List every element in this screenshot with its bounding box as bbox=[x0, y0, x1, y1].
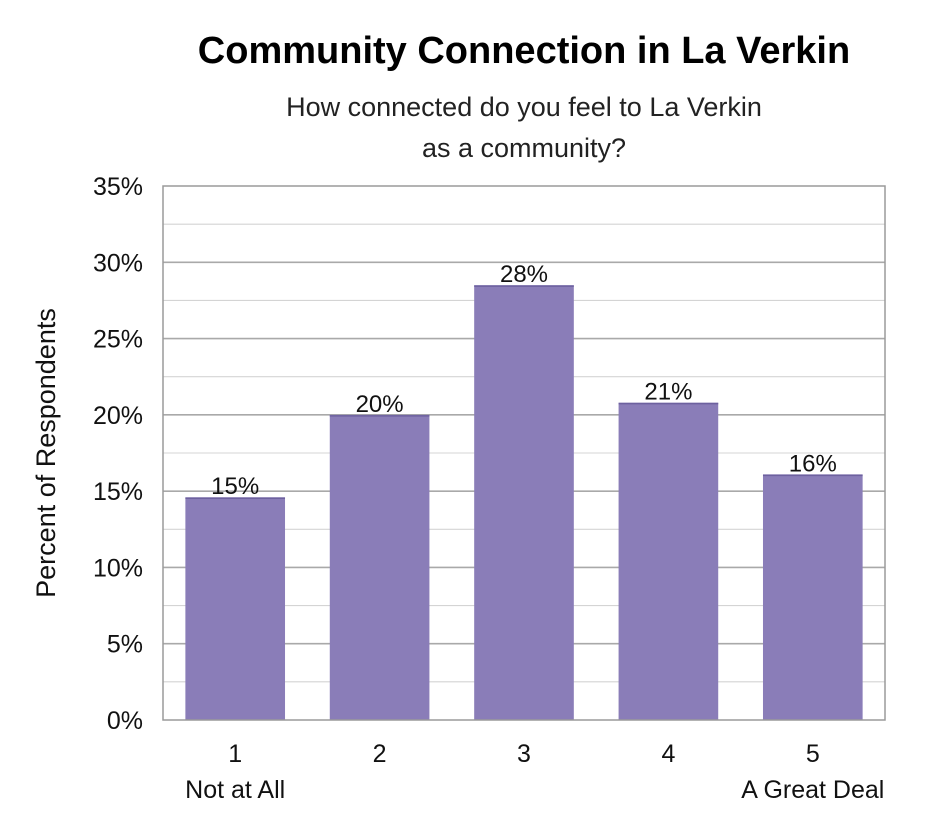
y-tick-label: 5% bbox=[107, 631, 143, 659]
chart-subtitle-line-2: as a community? bbox=[422, 133, 626, 163]
bars bbox=[185, 285, 863, 720]
y-tick-label: 20% bbox=[93, 402, 143, 430]
data-label: 28% bbox=[500, 261, 548, 288]
y-tick-label: 25% bbox=[93, 326, 143, 354]
x-tick-label: 1 bbox=[228, 740, 242, 768]
chart-title: Community Connection in La Verkin bbox=[198, 30, 850, 72]
x-tick-label: 2 bbox=[373, 740, 387, 768]
data-labels: 15% 20% 28% 21% 16% bbox=[211, 261, 837, 500]
y-tick-label: 35% bbox=[93, 173, 143, 201]
x-tick-label: 4 bbox=[661, 740, 675, 768]
data-label: 16% bbox=[789, 450, 837, 477]
scale-anchor-first: Not at All bbox=[185, 776, 285, 804]
data-label: 21% bbox=[644, 379, 692, 406]
y-tick-labels: 0% 5% 10% 15% 20% 25% 30% 35% bbox=[93, 173, 143, 735]
bar bbox=[185, 497, 286, 720]
data-label: 15% bbox=[211, 473, 259, 500]
x-tick-label: 5 bbox=[806, 740, 820, 768]
y-tick-label: 30% bbox=[93, 249, 143, 277]
y-tick-label: 10% bbox=[93, 554, 143, 582]
x-category-labels: 1 2 3 4 5 bbox=[228, 740, 820, 768]
bar bbox=[329, 414, 430, 720]
scale-anchor-last: A Great Deal bbox=[741, 776, 884, 804]
y-tick-label: 15% bbox=[93, 478, 143, 506]
y-tick-label: 0% bbox=[107, 707, 143, 735]
y-axis-label: Percent of Respondents bbox=[31, 308, 61, 598]
bar bbox=[762, 474, 863, 720]
plot-area-frame bbox=[162, 185, 886, 721]
chart-subtitle-line-1: How connected do you feel to La Verkin bbox=[286, 92, 762, 122]
data-label: 20% bbox=[356, 391, 404, 418]
x-tick-label: 3 bbox=[517, 740, 531, 768]
bar bbox=[618, 402, 719, 720]
bar bbox=[474, 285, 574, 720]
